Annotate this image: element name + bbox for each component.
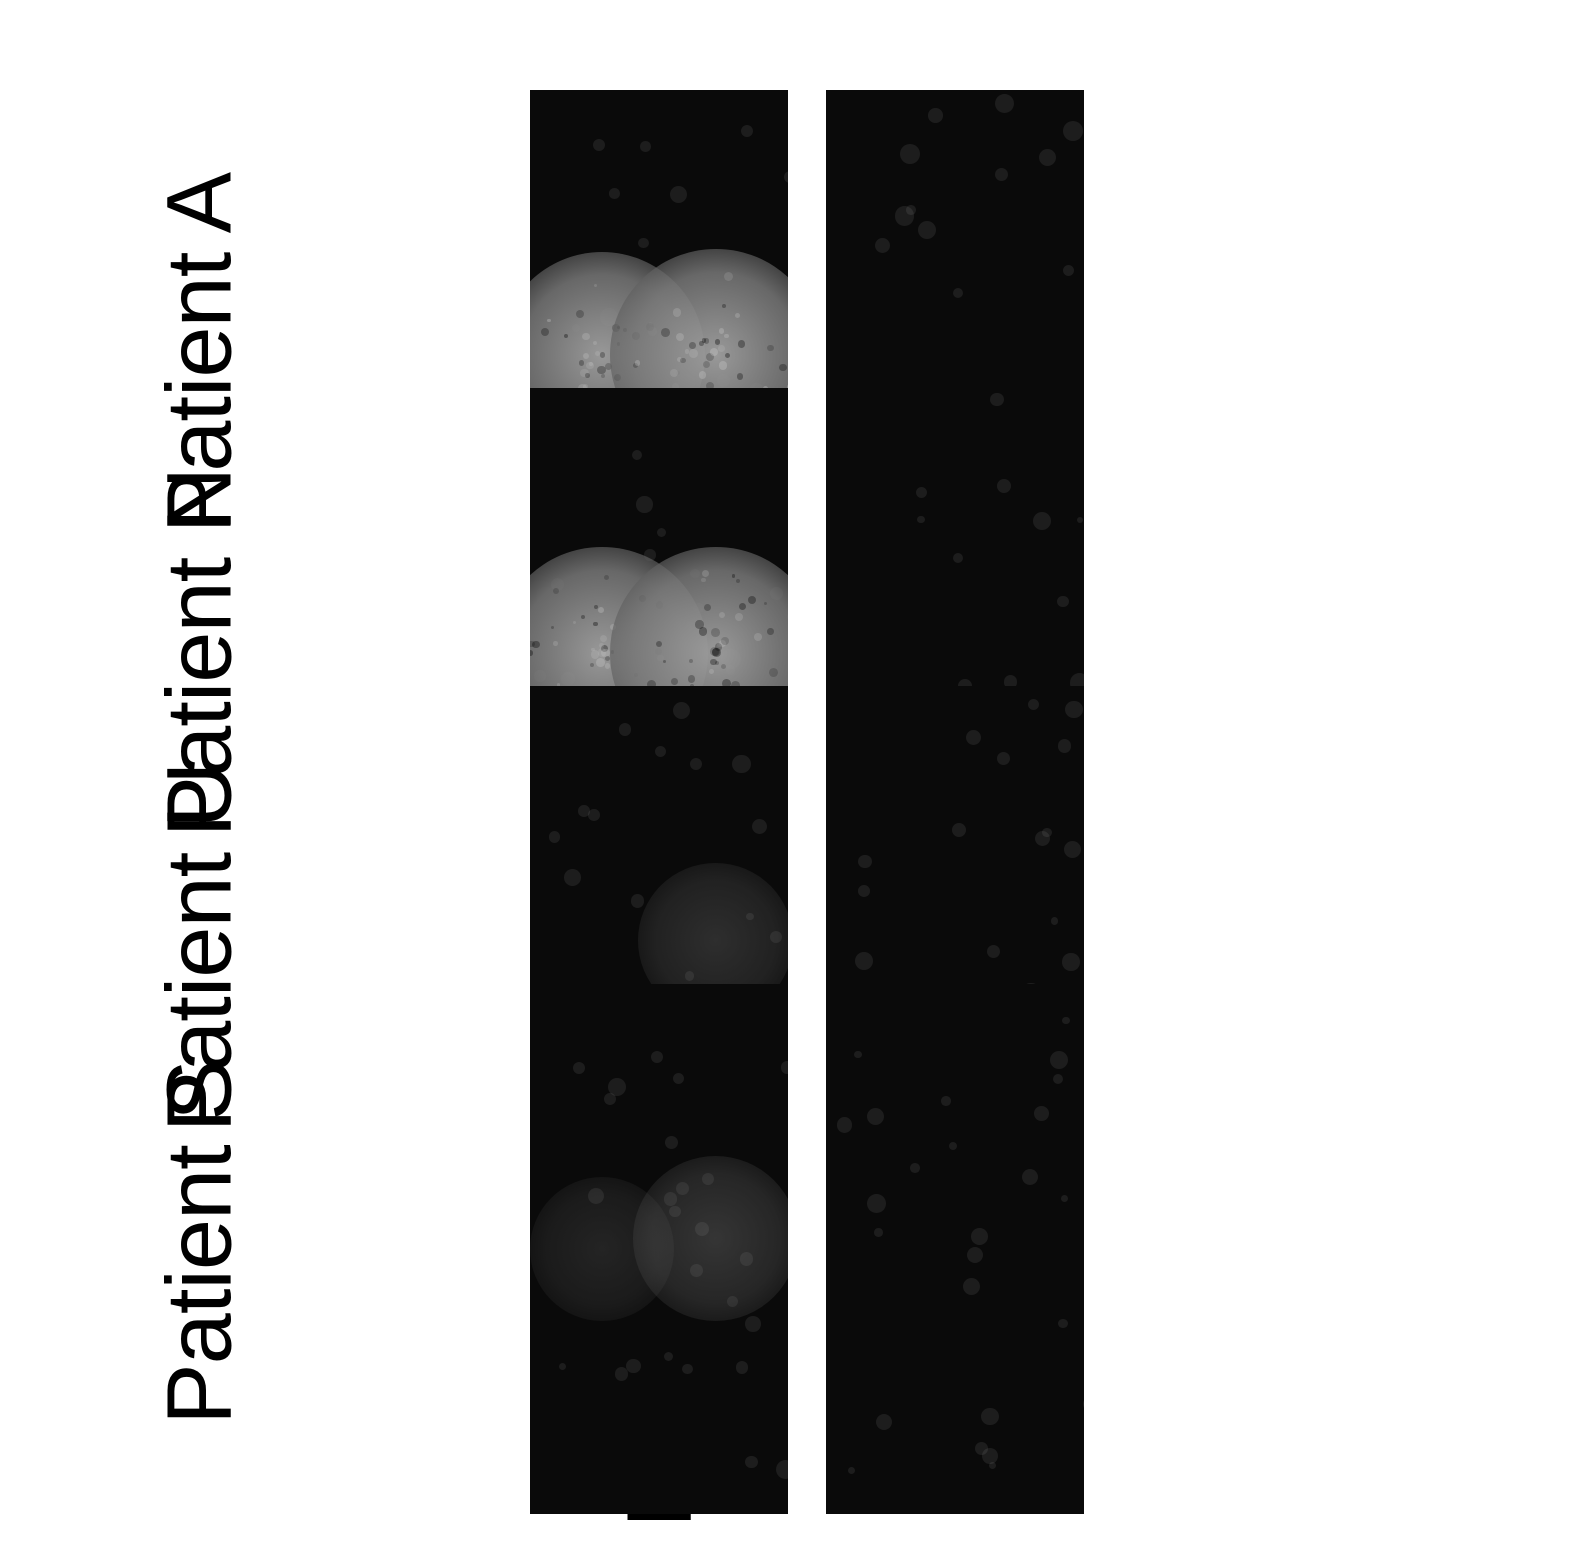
- row-label-3: Patient S: [148, 1013, 253, 1473]
- blot-panel-native-row3: [530, 984, 788, 1514]
- blot-spot: [633, 1156, 788, 1321]
- blot-panel-heated-row3: [826, 984, 1084, 1514]
- figure-page: Native Heated Patient A Patient N Patien…: [0, 0, 1576, 1541]
